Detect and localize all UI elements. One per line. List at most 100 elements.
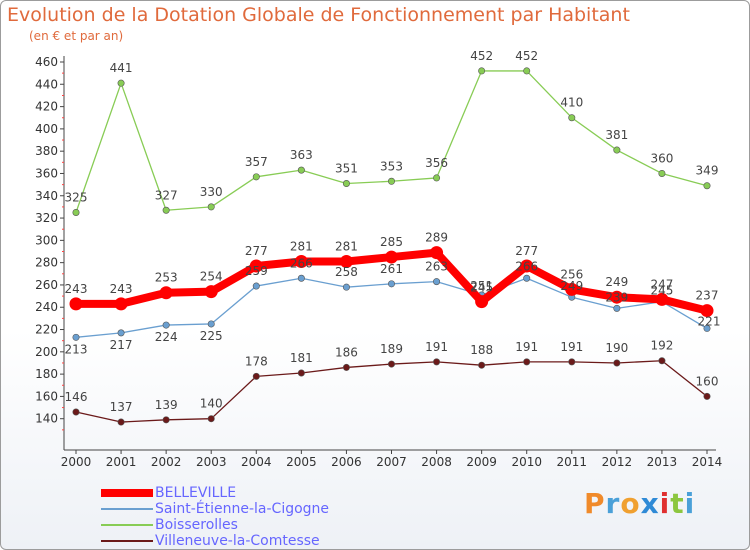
x-tick-label: 2005 [286,455,317,469]
data-point [655,292,669,306]
legend-label: BELLEVILLE [155,485,237,501]
data-label: 381 [605,128,628,142]
data-point [430,246,444,260]
data-label: 191 [560,340,583,354]
legend-swatch [101,524,153,526]
x-tick-label: 2009 [466,455,497,469]
data-label: 186 [335,345,358,359]
data-point [613,359,621,367]
data-point [207,415,215,423]
data-label: 140 [200,397,223,411]
data-label: 277 [515,244,538,258]
x-tick-label: 2006 [331,455,362,469]
data-label: 224 [155,330,178,344]
data-label: 285 [380,235,403,249]
data-point [613,304,621,312]
data-label: 253 [155,271,178,285]
y-tick-label: 340 [35,189,58,203]
data-label: 245 [650,284,673,298]
y-tick-label: 140 [35,412,58,426]
data-label: 261 [380,262,403,276]
proxiti-logo: Proxiti [584,487,696,520]
data-label: 239 [605,290,628,304]
y-tick-label: 300 [35,233,58,247]
data-point [117,418,125,426]
legend-label: Villeneuve-la-Comtesse [155,533,320,549]
data-point [297,166,305,174]
data-point [114,297,128,311]
data-label: 452 [470,49,493,63]
data-point [162,321,170,329]
data-point [658,357,666,365]
data-point [342,283,350,291]
y-tick-label: 460 [35,55,58,69]
data-point [69,297,83,311]
legend-item: Boisserolles [101,517,329,533]
data-point [433,278,441,286]
data-point [162,206,170,214]
data-label: 256 [560,267,583,281]
data-point [523,67,531,75]
data-point [117,79,125,87]
legend-swatch [101,489,153,497]
data-label: 259 [245,264,268,278]
x-tick-label: 2010 [511,455,542,469]
x-tick-label: 2003 [196,455,227,469]
y-tick-label: 320 [35,211,58,225]
x-tick-label: 2011 [557,455,588,469]
data-label: 441 [110,61,133,75]
data-label: 327 [155,188,178,202]
y-tick-label: 440 [35,77,58,91]
legend-label: Boisserolles [155,517,238,533]
data-label: 189 [380,342,403,356]
y-tick-label: 260 [35,278,58,292]
data-point [297,369,305,377]
legend-item: Villeneuve-la-Comtesse [101,533,329,549]
data-label: 139 [155,398,178,412]
data-label: 281 [335,240,358,254]
data-label: 251 [470,279,493,293]
data-point [342,180,350,188]
data-point [565,282,579,296]
data-label: 363 [290,148,313,162]
x-tick-label: 2014 [692,455,723,469]
series-line-3 [75,360,708,423]
data-point [703,182,711,190]
data-point [523,274,531,282]
data-label: 410 [560,96,583,110]
y-tick-label: 380 [35,144,58,158]
data-point [703,324,711,332]
data-label: 217 [110,338,133,352]
legend-swatch [101,540,153,542]
data-label: 247 [650,277,673,291]
data-point [703,392,711,400]
data-point [252,173,260,181]
data-point [610,290,624,304]
y-tick-label: 180 [35,367,58,381]
data-point [117,329,125,337]
data-point [433,174,441,182]
data-label: 289 [425,231,448,245]
y-tick-label: 220 [35,323,58,337]
chart-title: Evolution de la Dotation Globale de Fonc… [7,4,630,26]
data-label: 357 [245,155,268,169]
data-label: 353 [380,159,403,173]
data-point [433,358,441,366]
x-tick-label: 2002 [151,455,182,469]
data-point [700,304,714,318]
data-label: 191 [425,340,448,354]
data-label: 221 [698,314,721,328]
data-point [72,333,80,341]
data-point [297,274,305,282]
y-tick-label: 420 [35,100,58,114]
data-label: 349 [696,164,719,178]
data-label: 191 [515,340,538,354]
data-point [252,282,260,290]
chart-subtitle: (en € et par an) [29,29,124,43]
data-point [252,372,260,380]
legend-label: Saint-Étienne-la-Cigogne [155,501,330,517]
data-label: 243 [65,282,88,296]
data-label: 243 [110,282,133,296]
